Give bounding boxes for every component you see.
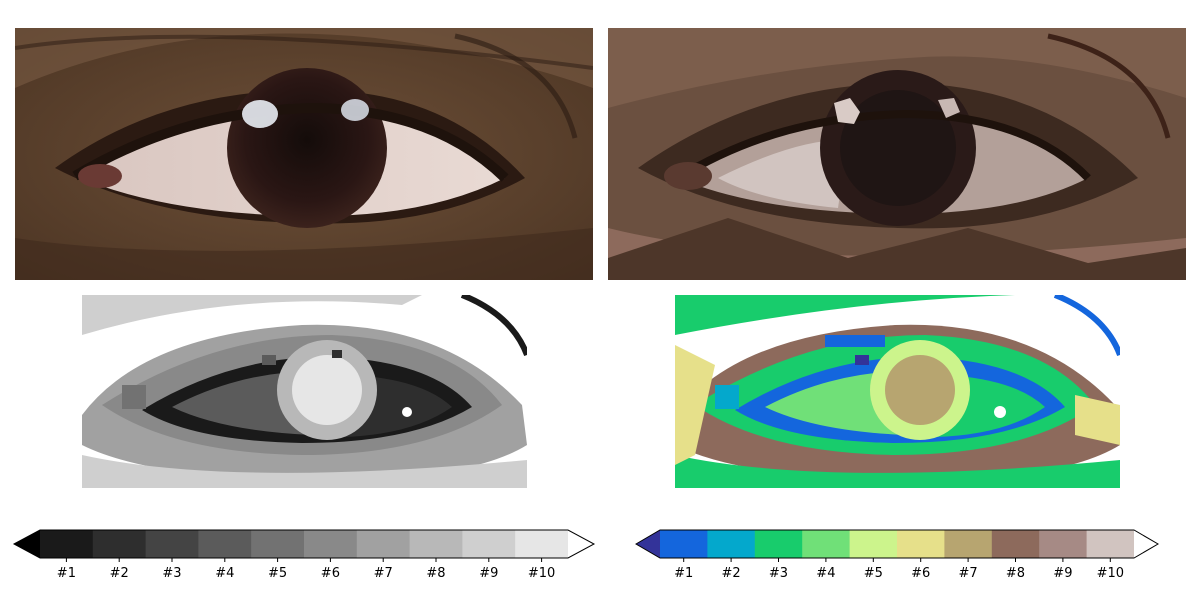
- eye-terrain-levels-panel: [675, 295, 1120, 488]
- terrain-colorbar-tick-label: #3: [768, 566, 789, 581]
- gray-colorbar-tick-label: #7: [373, 566, 393, 581]
- terrain-colorbar-graphic: [635, 529, 1159, 562]
- gray-colorbar-segment: [356, 530, 411, 558]
- gray-colorbar-segment: [304, 530, 358, 558]
- gray-colorbar-segment: [145, 530, 199, 558]
- gray-colorbar-outline: [12, 529, 596, 559]
- terrain-colorbar: #1 #2 #3 #4 #5 #6 #7 #8 #9 #10: [635, 528, 1159, 588]
- terrain-colorbar-segment: [660, 530, 708, 558]
- terrain-colorbar-tick-label: #10: [1096, 566, 1125, 581]
- gray-colorbar-segment: [40, 530, 94, 558]
- terrain-colorbar-tick-label: #4: [816, 566, 836, 581]
- gray-colorbar-tick-label: #3: [162, 566, 182, 581]
- terrain-colorbar-segment: [802, 530, 851, 558]
- terrain-colorbar-segment: [1086, 530, 1135, 558]
- terrain-colorbar-tick-label: #2: [721, 566, 741, 581]
- eye-posterized-image: [608, 28, 1186, 280]
- gray-colorbar-tick-label: #2: [109, 566, 129, 581]
- gray-colorbar-graphic: [12, 529, 596, 562]
- gray-colorbar-tick-label: #4: [215, 566, 235, 581]
- terrain-colorbar-segment: [991, 530, 1040, 558]
- terrain-colorbar-tick-label: #7: [958, 566, 978, 581]
- terrain-colorbar-extend-high: [1134, 530, 1158, 558]
- terrain-colorbar-segment: [754, 530, 803, 558]
- terrain-colorbar-outline: [635, 529, 1159, 559]
- terrain-colorbar-segment: [944, 530, 993, 558]
- eye-gray-levels-image: [82, 295, 527, 488]
- gray-colorbar-tick-label: #10: [527, 566, 556, 581]
- gray-colorbar-segment: [462, 530, 516, 558]
- terrain-colorbar-tick-label: #1: [674, 566, 694, 581]
- gray-colorbar-segment: [409, 530, 463, 558]
- gray-colorbar-segment: [92, 530, 147, 558]
- terrain-colorbar-segment: [1039, 530, 1088, 558]
- gray-colorbar-tick-label: #1: [56, 566, 76, 581]
- terrain-colorbar-tick-label: #6: [911, 566, 931, 581]
- gray-colorbar-segment: [515, 530, 569, 558]
- gray-colorbar-extend-low: [14, 530, 40, 558]
- gray-colorbar-segment: [198, 530, 252, 558]
- eye-posterized-panel: [608, 28, 1186, 280]
- gray-colorbar-tick-label: #9: [479, 566, 499, 581]
- terrain-colorbar-segment: [707, 530, 756, 558]
- terrain-colorbar-segment: [849, 530, 898, 558]
- gray-colorbar-tick-label: #5: [268, 566, 288, 581]
- eye-terrain-levels-image: [675, 295, 1120, 488]
- gray-colorbar-tick-label: #8: [426, 566, 446, 581]
- terrain-colorbar-tick-label: #9: [1053, 566, 1073, 581]
- eye-gray-levels-panel: [82, 295, 527, 488]
- gray-colorbar-tick-label: #6: [320, 566, 340, 581]
- eye-photo-panel: [15, 28, 593, 280]
- gray-colorbar-extend-high: [568, 530, 594, 558]
- terrain-colorbar-tick-label: #5: [863, 566, 883, 581]
- terrain-colorbar-segment: [897, 530, 945, 558]
- terrain-colorbar-tick-label: #8: [1005, 566, 1026, 581]
- gray-colorbar-segment: [251, 530, 305, 558]
- gray-colorbar: #1 #2 #3 #4 #5 #6 #7 #8 #9 #10: [12, 528, 596, 588]
- terrain-colorbar-extend-low: [636, 530, 660, 558]
- eye-photo-image: [15, 28, 593, 280]
